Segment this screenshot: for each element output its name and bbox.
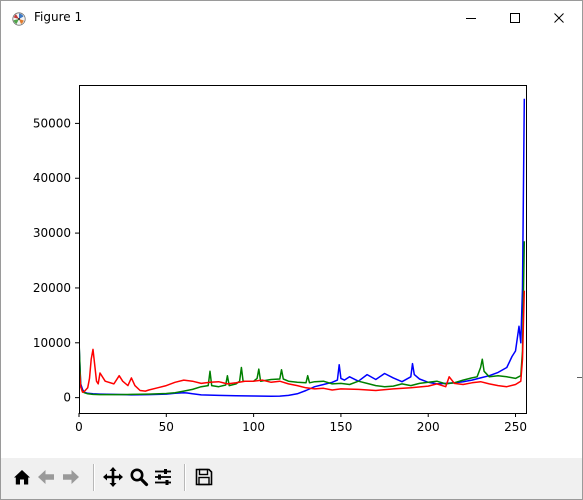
configure-subplots-button[interactable]	[152, 464, 174, 490]
close-icon	[554, 13, 564, 23]
toolbar-separator	[184, 464, 185, 491]
minimize-button[interactable]	[449, 1, 493, 35]
series-line-2	[79, 290, 526, 393]
maximize-icon	[510, 13, 520, 23]
y-tick-label: 10000	[33, 336, 71, 350]
y-tick-label: 0	[63, 391, 71, 405]
series-line-1	[79, 241, 526, 396]
title-bar[interactable]: Figure 1	[1, 1, 582, 35]
x-tick-label: 50	[159, 420, 174, 434]
minimize-icon	[466, 18, 476, 19]
save-button[interactable]	[193, 464, 215, 490]
x-tick-label: 0	[75, 420, 83, 434]
pan-icon	[103, 467, 123, 487]
home-icon	[14, 470, 30, 485]
x-tick-label: 100	[242, 420, 265, 434]
pan-button[interactable]	[102, 464, 124, 490]
edge-mark	[577, 377, 582, 378]
configure-subplots-icon	[155, 469, 171, 485]
toolbar-separator-highlight	[94, 464, 95, 491]
maximize-button[interactable]	[493, 1, 537, 35]
y-tick-label: 50000	[33, 116, 71, 130]
back-arrow-icon	[38, 470, 54, 484]
forward-button[interactable]	[60, 464, 82, 490]
plot-area	[79, 85, 526, 413]
zoom-icon	[130, 468, 149, 487]
matplotlib-logo-icon	[12, 11, 26, 26]
y-tick-label: 40000	[33, 171, 71, 185]
histogram-chart: 0 50 100 150 200 250 0 10000 20000 30000 40000 500…	[33, 85, 527, 434]
x-tick-label: 250	[504, 420, 527, 434]
x-tick-label: 150	[329, 420, 352, 434]
navigation-toolbar	[1, 458, 582, 499]
window-title: Figure 1	[34, 10, 83, 24]
zoom-button[interactable]	[128, 464, 150, 490]
toolbar-separator-highlight	[185, 464, 186, 491]
x-tick-label: 200	[417, 420, 440, 434]
figure-canvas[interactable]: 0 50 100 150 200 250 0 10000 20000 30000 40000 500…	[1, 35, 582, 458]
back-button[interactable]	[35, 464, 57, 490]
save-icon	[195, 468, 213, 486]
y-tick-label: 30000	[33, 226, 71, 240]
close-button[interactable]	[537, 1, 581, 35]
y-tick-label: 20000	[33, 281, 71, 295]
home-button[interactable]	[11, 464, 33, 490]
forward-arrow-icon	[63, 470, 79, 484]
axes-frame	[79, 85, 527, 414]
toolbar-separator	[93, 464, 94, 491]
